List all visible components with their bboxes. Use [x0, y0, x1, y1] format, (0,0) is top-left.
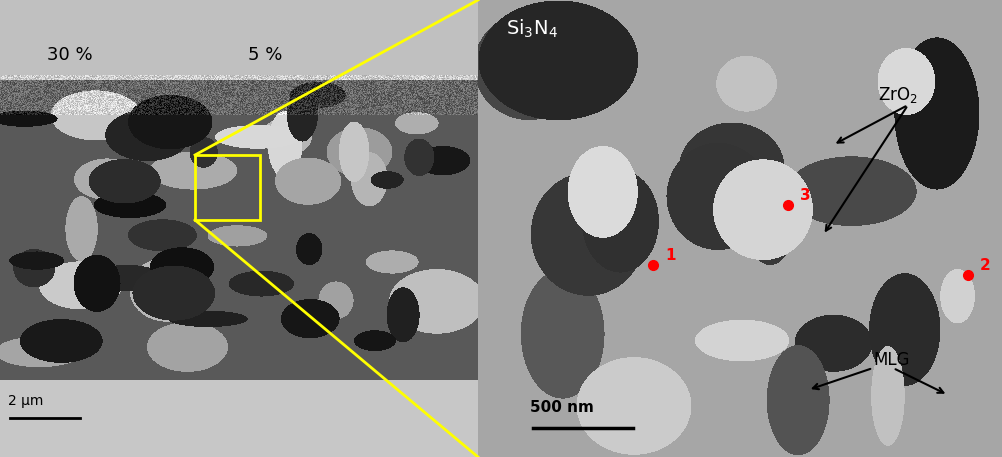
- Text: 500 nm: 500 nm: [529, 400, 593, 415]
- Text: 30 %: 30 %: [47, 46, 93, 64]
- Text: 3: 3: [800, 188, 810, 203]
- Text: ZrO$_2$: ZrO$_2$: [878, 85, 917, 105]
- Text: 5 %: 5 %: [247, 46, 282, 64]
- Text: Si$_3$N$_4$: Si$_3$N$_4$: [505, 18, 557, 40]
- Text: 2: 2: [979, 258, 990, 273]
- Text: MLG: MLG: [872, 351, 909, 369]
- Text: 1: 1: [664, 248, 674, 263]
- Text: 2 μm: 2 μm: [8, 394, 43, 408]
- Bar: [194, 155, 260, 220]
